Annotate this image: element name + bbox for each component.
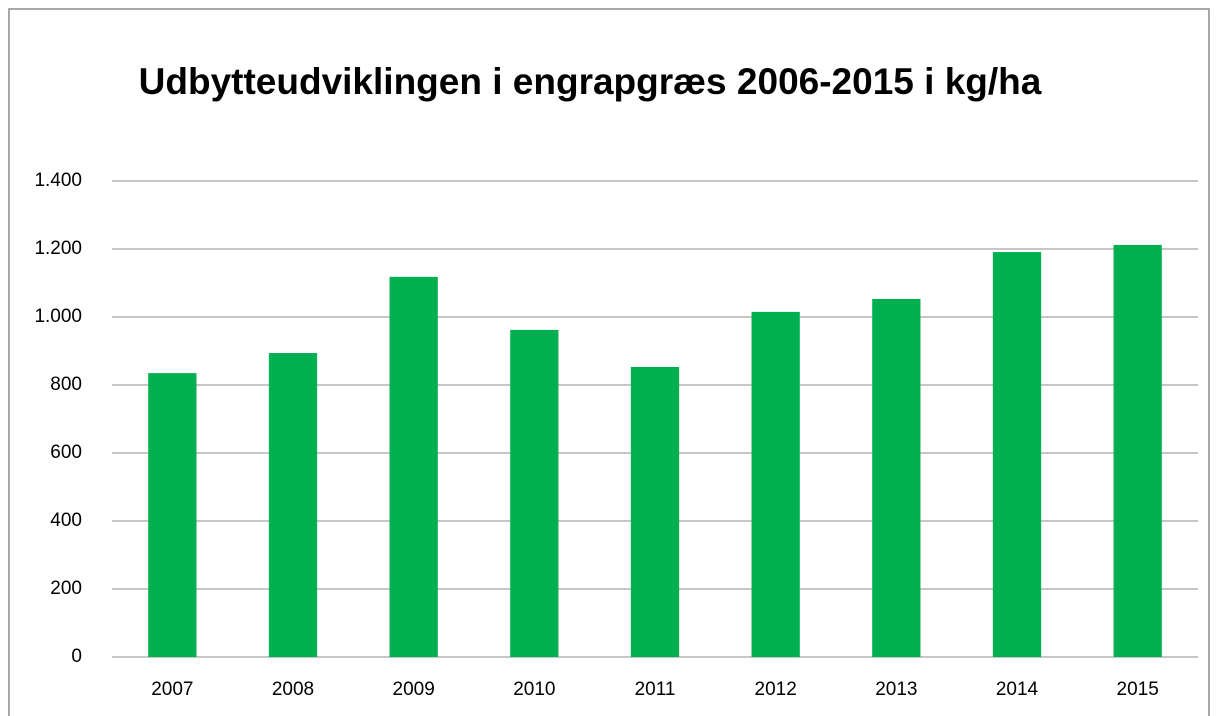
x-tick-label: 2009 bbox=[393, 679, 435, 700]
bar bbox=[148, 373, 197, 657]
y-tick-label: 800 bbox=[50, 374, 82, 395]
y-tick-label: 200 bbox=[50, 578, 82, 599]
y-tick-label: 1.200 bbox=[34, 238, 82, 259]
chart-border bbox=[8, 8, 1210, 716]
y-tick-label: 400 bbox=[50, 510, 82, 531]
x-tick-label: 2014 bbox=[996, 679, 1039, 700]
bar bbox=[630, 366, 680, 657]
y-tick-label: 1.000 bbox=[34, 306, 82, 327]
bar bbox=[389, 276, 438, 657]
bar bbox=[992, 252, 1042, 657]
x-tick-label: 2015 bbox=[1117, 679, 1159, 700]
x-tick-label: 2013 bbox=[875, 679, 917, 700]
x-tick-label: 2010 bbox=[513, 679, 555, 700]
bar bbox=[268, 353, 318, 657]
bar bbox=[872, 298, 921, 657]
bar bbox=[751, 311, 800, 657]
y-tick-label: 0 bbox=[71, 646, 82, 667]
y-tick-label: 600 bbox=[50, 442, 82, 463]
x-tick-label: 2012 bbox=[755, 679, 797, 700]
x-tick-label: 2011 bbox=[635, 679, 676, 700]
bar bbox=[1113, 244, 1162, 658]
chart-title: Udbytteudviklingen i engrapgræs 2006-201… bbox=[138, 61, 1042, 102]
bar bbox=[510, 329, 559, 657]
x-tick-label: 2008 bbox=[272, 679, 314, 700]
y-tick-label: 1.400 bbox=[34, 170, 82, 191]
x-tick-label: 2007 bbox=[151, 679, 193, 700]
